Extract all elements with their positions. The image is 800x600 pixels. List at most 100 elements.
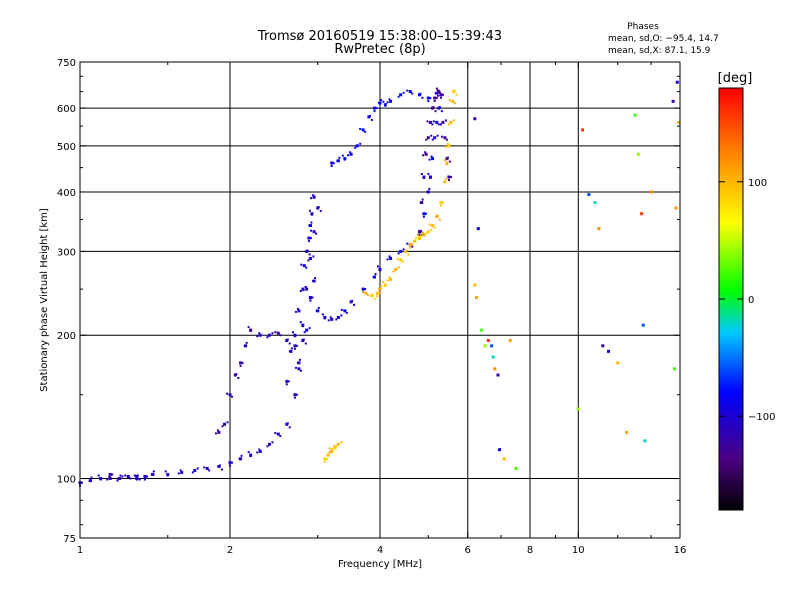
data-point bbox=[417, 230, 421, 234]
data-point bbox=[425, 138, 428, 141]
data-point bbox=[641, 323, 645, 327]
data-point bbox=[414, 237, 417, 240]
data-point bbox=[643, 439, 647, 443]
data-point bbox=[649, 190, 653, 194]
data-point bbox=[437, 91, 440, 94]
data-point bbox=[433, 226, 436, 229]
data-point bbox=[377, 265, 379, 268]
data-point bbox=[386, 101, 389, 104]
data-point bbox=[416, 234, 419, 237]
data-point bbox=[370, 118, 373, 121]
data-point bbox=[430, 228, 433, 231]
data-point bbox=[514, 466, 518, 470]
data-point bbox=[374, 273, 377, 276]
data-point bbox=[449, 175, 452, 178]
data-point bbox=[164, 470, 167, 473]
data-point bbox=[310, 197, 313, 200]
x-axis-label: Frequency [MHz] bbox=[338, 559, 422, 570]
data-point bbox=[235, 373, 238, 376]
data-point bbox=[291, 331, 294, 334]
data-point bbox=[119, 474, 122, 477]
data-point bbox=[439, 204, 442, 207]
data-point bbox=[409, 246, 412, 249]
data-point bbox=[422, 176, 425, 179]
data-point bbox=[328, 451, 331, 454]
data-point bbox=[439, 201, 443, 205]
data-point bbox=[226, 421, 229, 424]
data-point bbox=[437, 123, 440, 126]
data-point bbox=[332, 162, 335, 165]
data-point bbox=[422, 233, 426, 237]
data-point bbox=[347, 154, 350, 157]
data-point bbox=[330, 317, 334, 321]
data-point bbox=[435, 120, 439, 124]
data-point bbox=[674, 206, 678, 210]
data-point bbox=[310, 213, 313, 216]
data-point bbox=[496, 373, 500, 377]
data-point bbox=[438, 106, 441, 109]
data-point bbox=[428, 187, 431, 190]
data-point bbox=[333, 446, 337, 450]
data-point bbox=[378, 288, 380, 291]
data-point bbox=[473, 283, 477, 287]
data-point bbox=[378, 102, 380, 105]
data-point bbox=[426, 136, 430, 140]
data-point bbox=[376, 295, 379, 298]
data-point bbox=[297, 309, 301, 313]
data-point bbox=[421, 198, 424, 201]
data-point bbox=[293, 347, 296, 350]
phases-mean-o: mean, sd,O: −95.4, 14.7 bbox=[608, 34, 719, 44]
data-point bbox=[279, 334, 282, 337]
data-point bbox=[99, 478, 102, 481]
data-point bbox=[354, 146, 357, 149]
data-point bbox=[349, 151, 352, 154]
data-point bbox=[364, 291, 368, 295]
data-point bbox=[196, 467, 199, 470]
data-point bbox=[373, 110, 376, 113]
data-point bbox=[81, 481, 83, 484]
data-point bbox=[397, 95, 400, 98]
data-point bbox=[447, 144, 451, 148]
data-point bbox=[88, 479, 91, 482]
data-point bbox=[258, 448, 261, 451]
data-point bbox=[408, 243, 412, 247]
data-point bbox=[351, 299, 354, 302]
data-point bbox=[323, 317, 326, 320]
data-point bbox=[430, 134, 433, 137]
data-point bbox=[435, 87, 438, 90]
data-point bbox=[298, 358, 301, 361]
data-point bbox=[247, 326, 250, 329]
data-point bbox=[295, 393, 298, 396]
data-point bbox=[378, 292, 381, 295]
data-point bbox=[301, 287, 305, 291]
data-point bbox=[133, 474, 136, 477]
data-point bbox=[431, 138, 434, 141]
data-point bbox=[401, 260, 404, 263]
data-point bbox=[145, 475, 148, 478]
colorbar-tick-label: 0 bbox=[748, 295, 754, 306]
data-point bbox=[597, 227, 601, 231]
data-point bbox=[361, 287, 365, 291]
data-point bbox=[205, 466, 209, 470]
data-point bbox=[311, 296, 314, 299]
data-point bbox=[136, 474, 139, 477]
data-point bbox=[382, 100, 385, 103]
data-point bbox=[285, 379, 289, 383]
data-point bbox=[109, 476, 112, 479]
data-point bbox=[90, 476, 93, 479]
data-point bbox=[177, 472, 180, 475]
data-point bbox=[238, 457, 241, 460]
data-point bbox=[671, 99, 675, 103]
data-point bbox=[427, 172, 430, 175]
data-point bbox=[422, 212, 426, 216]
data-point bbox=[431, 123, 434, 126]
data-point bbox=[323, 457, 327, 461]
data-point bbox=[455, 93, 458, 96]
data-point bbox=[220, 468, 223, 471]
data-point bbox=[607, 349, 611, 353]
data-point bbox=[266, 445, 269, 448]
data-point bbox=[397, 252, 400, 255]
data-point bbox=[453, 102, 456, 105]
data-point bbox=[433, 136, 437, 140]
data-points-layer bbox=[78, 80, 681, 487]
